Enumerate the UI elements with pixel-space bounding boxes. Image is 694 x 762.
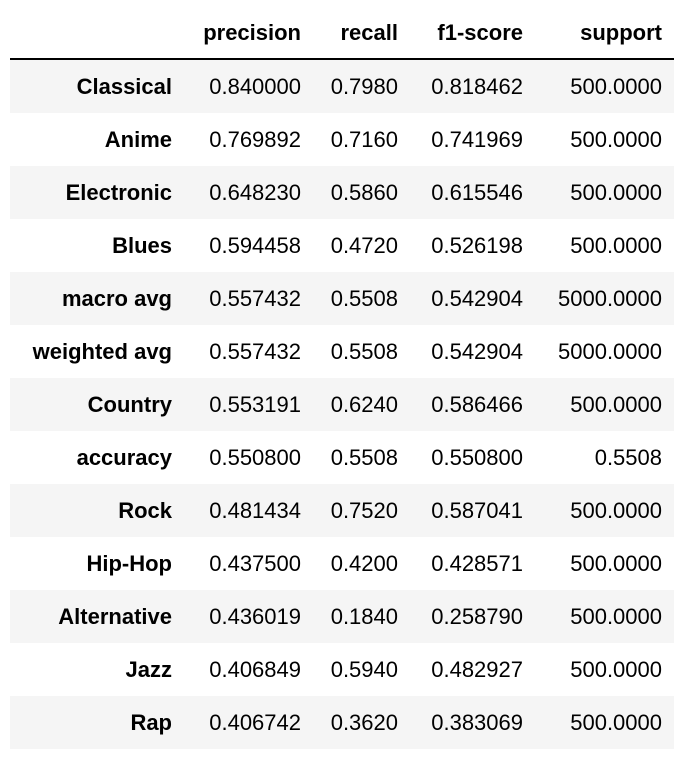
row-label: Blues: [10, 219, 184, 272]
row-label: Anime: [10, 113, 184, 166]
cell-precision: 0.557432: [184, 272, 313, 325]
table-body: Classical 0.840000 0.7980 0.818462 500.0000 A…: [10, 59, 674, 749]
cell-recall: 0.4720: [313, 219, 410, 272]
row-label: Alternative: [10, 590, 184, 643]
cell-f1-score: 0.542904: [410, 325, 535, 378]
cell-precision: 0.648230: [184, 166, 313, 219]
header-row: precision recall f1-score support: [10, 7, 674, 60]
cell-precision: 0.840000: [184, 59, 313, 113]
report-table: precision recall f1-score support Classi…: [10, 7, 674, 749]
cell-precision: 0.553191: [184, 378, 313, 431]
cell-recall: 0.3620: [313, 696, 410, 749]
cell-recall: 0.5508: [313, 272, 410, 325]
cell-precision: 0.557432: [184, 325, 313, 378]
row-label: Hip-Hop: [10, 537, 184, 590]
cell-f1-score: 0.383069: [410, 696, 535, 749]
cell-f1-score: 0.615546: [410, 166, 535, 219]
table-row: Jazz 0.406849 0.5940 0.482927 500.0000: [10, 643, 674, 696]
cell-recall: 0.1840: [313, 590, 410, 643]
cell-recall: 0.4200: [313, 537, 410, 590]
cell-support: 500.0000: [535, 219, 674, 272]
header-f1-score: f1-score: [410, 7, 535, 60]
cell-recall: 0.7980: [313, 59, 410, 113]
cell-precision: 0.769892: [184, 113, 313, 166]
table-row: Country 0.553191 0.6240 0.586466 500.0000: [10, 378, 674, 431]
cell-support: 500.0000: [535, 59, 674, 113]
cell-f1-score: 0.526198: [410, 219, 535, 272]
cell-precision: 0.436019: [184, 590, 313, 643]
table-row: Rap 0.406742 0.3620 0.383069 500.0000: [10, 696, 674, 749]
cell-support: 500.0000: [535, 537, 674, 590]
table-row: Alternative 0.436019 0.1840 0.258790 500.000…: [10, 590, 674, 643]
header-precision: precision: [184, 7, 313, 60]
table-row: Anime 0.769892 0.7160 0.741969 500.0000: [10, 113, 674, 166]
row-label: Rap: [10, 696, 184, 749]
cell-precision: 0.481434: [184, 484, 313, 537]
row-label: Classical: [10, 59, 184, 113]
cell-f1-score: 0.550800: [410, 431, 535, 484]
table-row: accuracy 0.550800 0.5508 0.550800 0.5508: [10, 431, 674, 484]
cell-f1-score: 0.818462: [410, 59, 535, 113]
cell-recall: 0.6240: [313, 378, 410, 431]
cell-support: 0.5508: [535, 431, 674, 484]
table-row: macro avg 0.557432 0.5508 0.542904 5000.0000: [10, 272, 674, 325]
cell-support: 500.0000: [535, 643, 674, 696]
cell-support: 500.0000: [535, 590, 674, 643]
table-row: Rock 0.481434 0.7520 0.587041 500.0000: [10, 484, 674, 537]
cell-support: 500.0000: [535, 378, 674, 431]
row-label: Jazz: [10, 643, 184, 696]
cell-recall: 0.7520: [313, 484, 410, 537]
header-recall: recall: [313, 7, 410, 60]
cell-support: 500.0000: [535, 696, 674, 749]
cell-recall: 0.5508: [313, 325, 410, 378]
cell-f1-score: 0.586466: [410, 378, 535, 431]
cell-precision: 0.550800: [184, 431, 313, 484]
cell-f1-score: 0.482927: [410, 643, 535, 696]
cell-support: 500.0000: [535, 166, 674, 219]
cell-recall: 0.5940: [313, 643, 410, 696]
row-label: weighted avg: [10, 325, 184, 378]
cell-f1-score: 0.428571: [410, 537, 535, 590]
cell-support: 500.0000: [535, 484, 674, 537]
header-index: [10, 7, 184, 60]
cell-recall: 0.7160: [313, 113, 410, 166]
cell-f1-score: 0.741969: [410, 113, 535, 166]
cell-support: 500.0000: [535, 113, 674, 166]
row-label: accuracy: [10, 431, 184, 484]
cell-precision: 0.406849: [184, 643, 313, 696]
cell-f1-score: 0.587041: [410, 484, 535, 537]
table-row: Classical 0.840000 0.7980 0.818462 500.0000: [10, 59, 674, 113]
table-row: Blues 0.594458 0.4720 0.526198 500.0000: [10, 219, 674, 272]
cell-precision: 0.406742: [184, 696, 313, 749]
cell-recall: 0.5508: [313, 431, 410, 484]
row-label: Country: [10, 378, 184, 431]
row-label: macro avg: [10, 272, 184, 325]
header-support: support: [535, 7, 674, 60]
row-label: Rock: [10, 484, 184, 537]
cell-precision: 0.594458: [184, 219, 313, 272]
cell-f1-score: 0.542904: [410, 272, 535, 325]
table-row: Electronic 0.648230 0.5860 0.615546 500.0000: [10, 166, 674, 219]
table-row: Hip-Hop 0.437500 0.4200 0.428571 500.0000: [10, 537, 674, 590]
table-header: precision recall f1-score support: [10, 7, 674, 60]
classification-report: precision recall f1-score support Classi…: [10, 7, 674, 749]
table-row: weighted avg 0.557432 0.5508 0.542904 5000.0…: [10, 325, 674, 378]
cell-precision: 0.437500: [184, 537, 313, 590]
row-label: Electronic: [10, 166, 184, 219]
cell-recall: 0.5860: [313, 166, 410, 219]
cell-support: 5000.0000: [535, 325, 674, 378]
cell-f1-score: 0.258790: [410, 590, 535, 643]
cell-support: 5000.0000: [535, 272, 674, 325]
